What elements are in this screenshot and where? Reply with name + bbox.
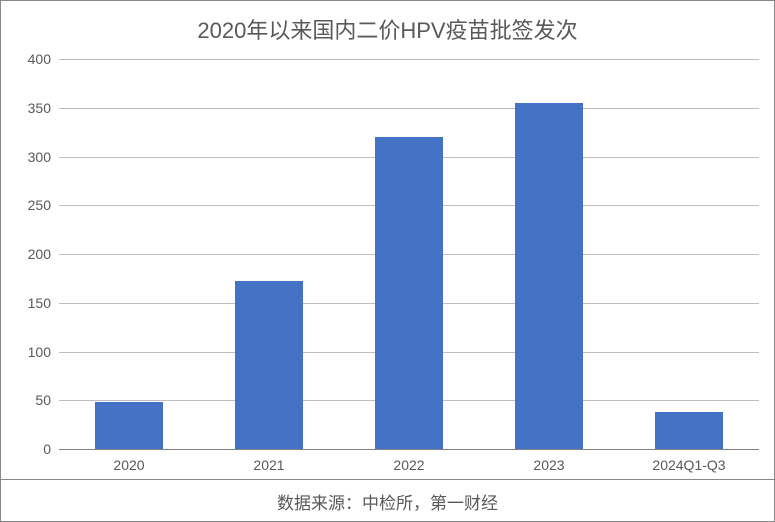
gridline [59,108,759,109]
bar [95,402,164,449]
source-text: 数据来源：中检所，第一财经 [1,489,774,514]
y-tick-label: 250 [28,197,59,213]
y-tick-label: 200 [28,246,59,262]
plot-area: 0501001502002503003504002020202120222023… [59,59,759,449]
x-tick-label: 2024Q1-Q3 [652,449,725,473]
x-tick-label: 2020 [113,449,144,473]
chart-title: 2020年以来国内二价HPV疫苗批签发次 [1,13,774,45]
y-tick-label: 150 [28,295,59,311]
x-tick-label: 2023 [533,449,564,473]
y-tick-label: 50 [35,392,59,408]
source-divider [1,479,774,480]
chart-container: 2020年以来国内二价HPV疫苗批签发次 0501001502002503003… [0,0,775,522]
bar [515,103,584,449]
bar [375,137,444,449]
y-tick-label: 400 [28,51,59,67]
x-tick-label: 2021 [253,449,284,473]
y-tick-label: 0 [43,441,59,457]
y-tick-label: 300 [28,149,59,165]
gridline [59,59,759,60]
x-tick-label: 2022 [393,449,424,473]
bar [235,281,304,449]
y-tick-label: 350 [28,100,59,116]
bar [655,412,724,449]
y-tick-label: 100 [28,344,59,360]
